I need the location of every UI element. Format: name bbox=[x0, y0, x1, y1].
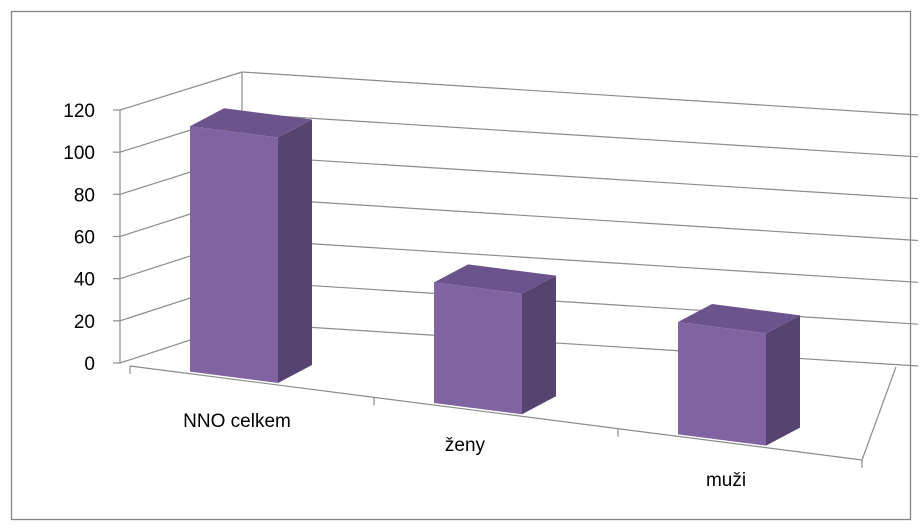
gridline-side bbox=[119, 71, 243, 111]
bar-top bbox=[434, 264, 556, 294]
gridline-back bbox=[241, 71, 919, 116]
gridline-back bbox=[241, 155, 919, 200]
y-axis-ticks: 0 20 40 60 80 100 120 bbox=[63, 101, 120, 375]
bar bbox=[190, 126, 278, 383]
gridline-back bbox=[241, 280, 919, 325]
gridline-back bbox=[241, 196, 919, 242]
bar bbox=[434, 282, 522, 415]
floor-right-edge bbox=[861, 366, 897, 461]
y-tick-label: 100 bbox=[63, 143, 95, 164]
y-tick-label: 120 bbox=[63, 101, 95, 122]
bar-top bbox=[678, 304, 800, 334]
bar-side bbox=[522, 275, 556, 415]
gridline-back bbox=[241, 322, 919, 367]
bar-side bbox=[766, 315, 800, 446]
bar-side bbox=[278, 119, 312, 383]
y-tick-label: 60 bbox=[74, 228, 95, 249]
x-tick-label: muži bbox=[706, 470, 746, 491]
y-tick-label: 20 bbox=[74, 312, 95, 333]
bars bbox=[190, 108, 800, 446]
x-axis-line bbox=[129, 365, 863, 461]
bar bbox=[678, 322, 766, 446]
x-tick-label: NNO celkem bbox=[183, 411, 291, 432]
y-tick-label: 80 bbox=[74, 185, 95, 206]
y-tick-label: 40 bbox=[74, 270, 95, 291]
x-axis-labels: NNO celkem ženy muži bbox=[183, 411, 746, 491]
gridline-back bbox=[241, 238, 919, 283]
x-tick-label: ženy bbox=[445, 435, 486, 456]
y-tick-label: 0 bbox=[84, 354, 95, 375]
bar-top bbox=[190, 108, 312, 138]
gridline-back bbox=[241, 113, 919, 158]
